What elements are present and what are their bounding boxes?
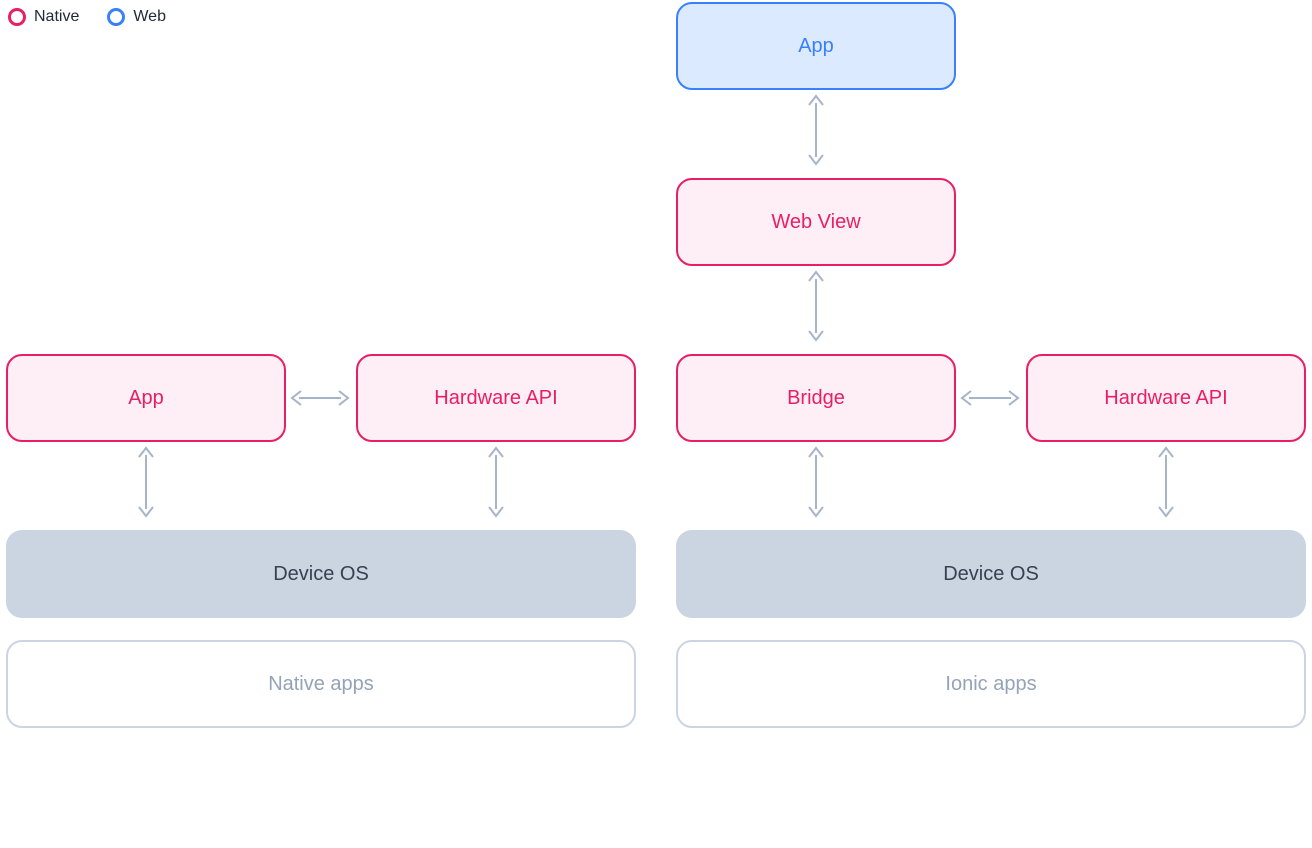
node-webview: Web View (676, 178, 956, 266)
edge-e2 (807, 270, 825, 342)
node-os-right: Device OS (676, 530, 1306, 618)
node-app-native: App (6, 354, 286, 442)
node-group-left: Native apps (6, 640, 636, 728)
edge-e8 (1157, 446, 1175, 518)
node-hwapi-right: Hardware API (1026, 354, 1306, 442)
node-group-right: Ionic apps (676, 640, 1306, 728)
node-os-left: Device OS (6, 530, 636, 618)
node-bridge: Bridge (676, 354, 956, 442)
edge-e1 (807, 94, 825, 166)
node-hwapi-left: Hardware API (356, 354, 636, 442)
edge-e4 (960, 389, 1020, 407)
edge-e6 (487, 446, 505, 518)
architecture-diagram: App Web View App Hardware API Bridge Hardware… (6, 0, 1306, 730)
edge-e3 (290, 389, 350, 407)
edge-e5 (137, 446, 155, 518)
edge-e7 (807, 446, 825, 518)
node-app-web: App (676, 2, 956, 90)
